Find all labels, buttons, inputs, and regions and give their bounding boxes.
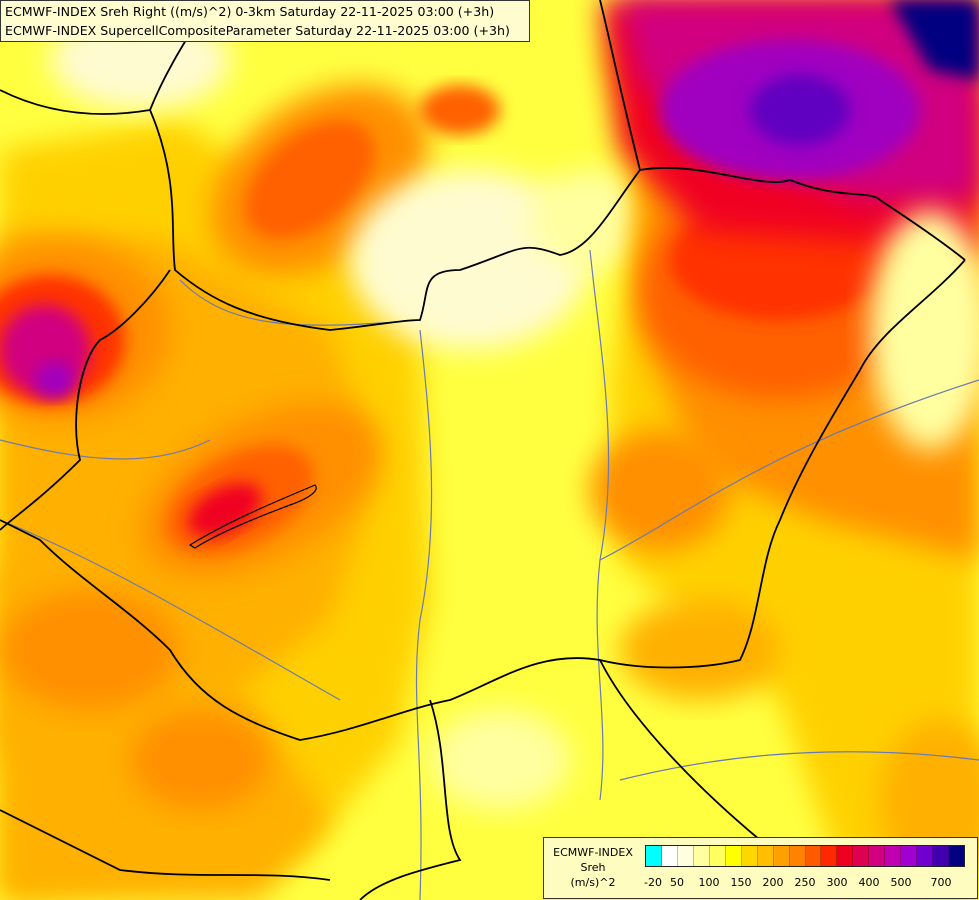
- legend-swatch-0: [646, 846, 662, 866]
- river-line: [0, 519, 341, 701]
- map-title-box: ECMWF-INDEX Sreh Right ((m/s)^2) 0-3km S…: [0, 0, 530, 42]
- field-east-edge-light: [870, 210, 979, 450]
- field-north2-darkorange: [420, 85, 500, 135]
- field-south-orange: [130, 710, 270, 810]
- legend-source-label: ECMWF-INDEX: [553, 846, 633, 859]
- legend-tick-labels: -20 50 100 150 200 250 300 400 500 700: [644, 876, 965, 892]
- legend-swatch-4: [709, 846, 726, 866]
- legend-swatch-9: [789, 846, 806, 866]
- legend-swatch-15: [885, 846, 902, 866]
- legend-color-bar: [645, 845, 965, 867]
- field-east-mid-orange: [590, 430, 730, 550]
- legend-swatch-5: [725, 846, 742, 866]
- legend-swatch-2: [677, 846, 694, 866]
- field-center2-light: [530, 170, 650, 270]
- field-ne-navy: [890, 0, 979, 80]
- legend-swatch-16: [901, 846, 918, 866]
- river-line: [619, 751, 979, 781]
- legend-tick-label: 400: [858, 876, 880, 889]
- legend-tick-label: 500: [890, 876, 912, 889]
- legend-swatch-13: [853, 846, 870, 866]
- legend-swatch-17: [917, 846, 934, 866]
- legend-variable-label: Sreh: [580, 861, 606, 874]
- country-border-line: [0, 269, 171, 531]
- field-ne-violet: [750, 75, 850, 145]
- legend-swatch-14: [869, 846, 886, 866]
- legend-tick-label: 250: [794, 876, 816, 889]
- river-line: [599, 379, 979, 561]
- legend-swatch-18: [933, 846, 950, 866]
- country-border-line: [359, 699, 462, 900]
- country-border-line: [0, 259, 966, 741]
- legend-tick-label: 150: [730, 876, 752, 889]
- river-lines: [0, 249, 979, 900]
- field-north-darkorange: [245, 120, 375, 240]
- map-title-line-1: ECMWF-INDEX Sreh Right ((m/s)^2) 0-3km S…: [5, 4, 495, 19]
- country-border-line: [599, 659, 761, 841]
- legend-swatch-12: [837, 846, 854, 866]
- legend-swatch-1: [661, 846, 678, 866]
- river-line: [179, 279, 421, 326]
- legend-unit-label: (m/s)^2: [570, 876, 616, 889]
- legend-swatch-19: [949, 846, 965, 866]
- field-nw-purple: [35, 362, 75, 398]
- field-southwest-orange: [0, 590, 180, 710]
- country-border-line: [0, 809, 331, 881]
- color-legend: ECMWF-INDEX Sreh (m/s)^2 -20 50 100 150 200 2…: [543, 837, 978, 899]
- river-line: [0, 439, 211, 460]
- legend-swatch-8: [773, 846, 790, 866]
- map-title-line-2: ECMWF-INDEX SupercellCompositeParameter …: [5, 23, 510, 38]
- legend-swatch-7: [757, 846, 774, 866]
- legend-swatch-3: [693, 846, 710, 866]
- field-east-low-amber: [620, 600, 780, 700]
- legend-tick-label: 300: [826, 876, 848, 889]
- country-border-line: [0, 89, 966, 331]
- legend-tick-label: -20: [644, 876, 662, 889]
- legend-swatch-6: [741, 846, 758, 866]
- field-south-light: [430, 710, 570, 810]
- legend-tick-label: 200: [762, 876, 784, 889]
- legend-tick-label: 700: [930, 876, 952, 889]
- river-line: [415, 329, 433, 900]
- field-center-pale: [350, 170, 590, 350]
- country-border-line: [599, 0, 641, 171]
- legend-swatch-10: [805, 846, 822, 866]
- legend-tick-label: 50: [670, 876, 684, 889]
- legend-tick-label: 100: [698, 876, 720, 889]
- lake-outline: [188, 484, 317, 549]
- legend-swatch-11: [821, 846, 838, 866]
